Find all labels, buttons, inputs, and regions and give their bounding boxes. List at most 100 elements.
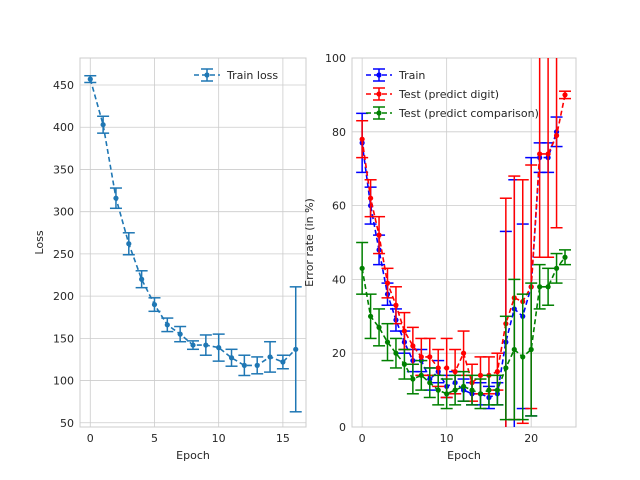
legend-marker [376,91,382,97]
data-point [177,331,183,337]
data-point [384,339,391,345]
data-point [486,387,492,393]
y-tick-label: 300 [53,206,74,219]
data-point [393,350,399,356]
data-point [401,361,408,367]
y-axis-label: Error rate (in %) [303,198,316,287]
data-point [367,313,374,319]
data-point [100,122,106,128]
data-point [520,354,526,360]
y-tick-label: 400 [53,121,74,134]
data-point [367,195,374,201]
y-tick-label: 60 [332,200,346,213]
y-axis-label: Loss [33,230,46,254]
x-tick-label: 5 [151,432,158,445]
subplot-2: 0 10 20 0 20 40 60 80 100 Epoch Error rate (in %) T… [303,52,577,462]
data-point [427,380,433,386]
y-tick-label: 100 [325,52,346,65]
x-tick-label: 15 [276,432,290,445]
legend-label: Train [398,69,425,82]
data-point [537,151,543,157]
y-tick-label: 250 [53,248,74,261]
data-point [376,232,382,238]
series-group [84,74,302,413]
legend-label: Test (predict digit) [398,88,499,101]
series-3 [356,241,572,421]
x-tick-label: 10 [212,432,226,445]
data-point [545,284,551,290]
data-point [418,372,424,378]
y-tick-label: 150 [53,332,74,345]
data-point [545,151,551,157]
data-point [87,76,93,82]
data-point [376,324,382,330]
data-point [410,376,416,382]
data-point [460,383,467,390]
data-point [126,241,132,247]
data-point [562,254,568,260]
data-point [241,362,247,368]
y-tick-label: 80 [332,126,346,139]
data-point [494,369,500,375]
data-point [164,322,170,328]
y-tick-label: 200 [53,290,74,303]
data-point [435,387,441,393]
legend-label: Train loss [226,69,278,82]
y-tick-label: 40 [332,273,346,286]
subplot-1: 0 5 10 15 50 100 150 200 250 300 350 400 450 Epoch Los… [33,57,307,462]
data-point [228,355,235,361]
data-point [418,354,424,360]
data-point [216,345,222,351]
y-tick-label: 0 [339,421,346,434]
data-point [562,92,568,98]
data-point [469,387,475,393]
data-point [427,354,433,360]
y-tick-label: 20 [332,347,346,360]
data-point [190,342,196,348]
data-point [494,387,500,393]
x-axis-label: Epoch [447,449,481,462]
data-point [203,342,209,348]
data-point [460,350,467,356]
legend-label: Test (predict comparison) [398,107,539,120]
plot-frame [351,57,577,428]
data-point [293,346,299,352]
data-point [444,365,450,371]
data-point [393,302,399,308]
x-tick-label: 20 [524,432,538,445]
y-tick-label: 450 [53,79,74,92]
x-tick-label: 0 [87,432,94,445]
data-point [444,391,450,397]
data-point [139,276,145,282]
x-axis-label: Epoch [176,449,210,462]
legend: Train loss [194,68,278,82]
x-tick-label: 10 [440,432,454,445]
data-point [359,265,365,271]
data-point [452,369,458,375]
data-point [113,195,119,201]
data-point [435,365,441,371]
series-line [361,131,558,399]
series-1 [84,74,302,413]
x-tick-label: 0 [359,432,366,445]
plot-frame [79,57,307,428]
y-tick-label: 50 [60,417,74,430]
data-point [511,346,517,353]
data-point [477,372,484,378]
data-point [537,284,543,290]
data-point [280,359,286,365]
plot-area [80,58,306,427]
legend: Train Test (predict digit) Test (predict c… [366,68,539,120]
y-tick-label: 100 [53,375,74,388]
legend-marker [204,72,210,78]
data-point [410,343,416,349]
legend-marker [376,72,382,78]
legend-marker [376,110,382,116]
data-point [528,346,534,353]
data-point [384,280,391,286]
data-point [503,365,509,371]
data-point [254,362,260,368]
data-point [553,265,560,271]
data-point [401,328,408,334]
